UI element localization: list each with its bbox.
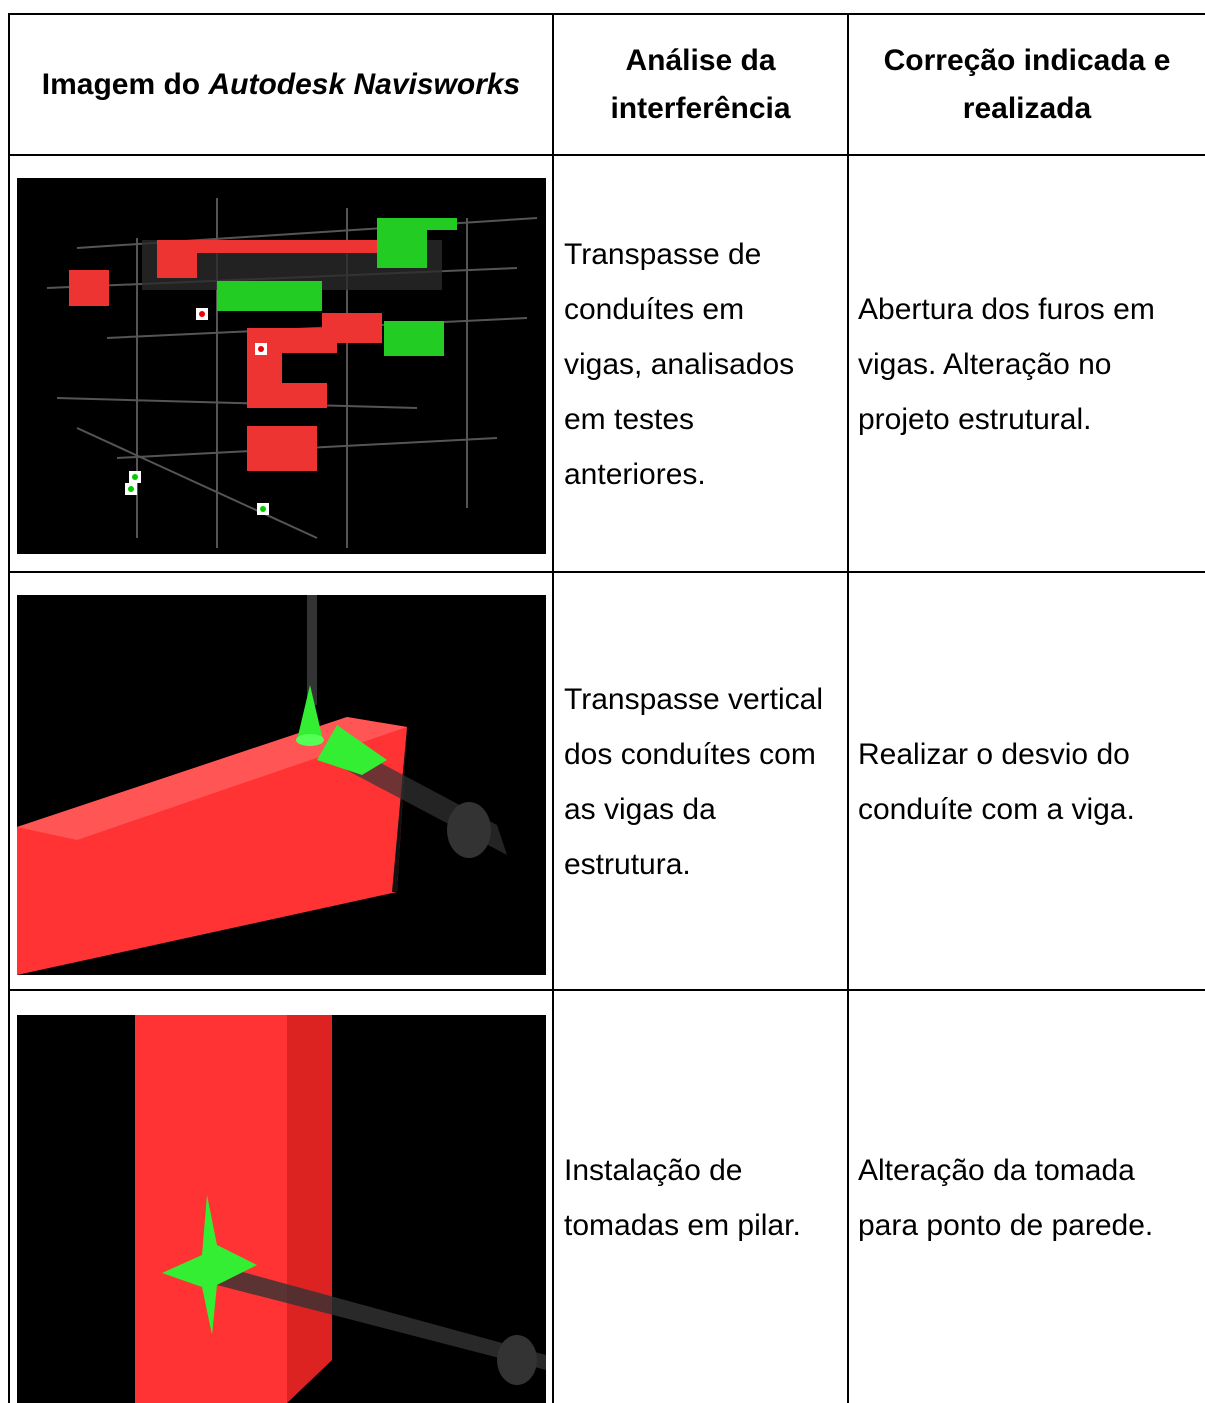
header-cell: Análise da interferência	[554, 15, 847, 155]
border	[847, 13, 849, 1403]
model-image	[17, 178, 546, 554]
cell-text: vigas. Alteração no	[858, 347, 1112, 381]
body-cell: Transpasse vertical dos conduítes com as v…	[564, 574, 847, 989]
body-cell: Alteração da tomada para ponto de parede.	[858, 992, 1205, 1403]
cell-text: conduíte com a viga.	[858, 792, 1135, 826]
body-cell: Instalação de tomadas em pilar.	[564, 992, 847, 1403]
cell-text: Instalação de	[564, 1153, 743, 1187]
cell-text: Transpasse de	[564, 237, 762, 271]
header-text: Análise da	[625, 44, 776, 77]
border	[8, 989, 1205, 991]
cell-text: Realizar o desvio do	[858, 737, 1130, 771]
border	[8, 571, 1205, 573]
header-text: Correção indicada e	[883, 44, 1171, 77]
model-image	[17, 1015, 546, 1403]
cell-text: para ponto de parede.	[858, 1208, 1154, 1242]
header-cell: Imagem do Autodesk Navisworks	[10, 15, 552, 155]
cell-text: conduítes em	[564, 292, 745, 326]
model-image	[17, 595, 546, 975]
cell-text: as vigas da	[564, 792, 716, 826]
header-text: Imagem do Autodesk Navisworks	[42, 61, 521, 109]
body-cell: Transpasse de conduítes em vigas, analisad…	[564, 157, 847, 571]
header-text: Autodesk Navisworks	[208, 68, 521, 101]
cell-text: Abertura dos furos em	[858, 292, 1155, 326]
cell-text: anteriores.	[564, 457, 706, 491]
cell-text: vigas, analisados	[564, 347, 795, 381]
cell-text: em testes	[564, 402, 695, 436]
cell-text: tomadas em pilar.	[564, 1208, 801, 1242]
border	[8, 13, 1205, 15]
cell-text: Transpasse vertical	[564, 682, 823, 716]
border	[552, 13, 554, 1403]
header-text: Imagem do	[41, 68, 201, 101]
cell-text: estrutura.	[564, 847, 691, 881]
body-cell: Abertura dos furos em vigas. Alteração no…	[858, 157, 1205, 571]
border	[8, 154, 1205, 156]
cell-text: dos conduítes com	[564, 737, 816, 771]
cell-text: projeto estrutural.	[858, 402, 1092, 436]
header-text: realizada	[962, 92, 1092, 125]
border	[8, 13, 10, 1403]
cell-text: Alteração da tomada	[858, 1153, 1135, 1187]
header-text: interferência	[610, 92, 791, 125]
header-cell: Correção indicada e realizada	[849, 15, 1205, 155]
body-cell: Realizar o desvio do conduíte com a viga.	[858, 574, 1205, 989]
